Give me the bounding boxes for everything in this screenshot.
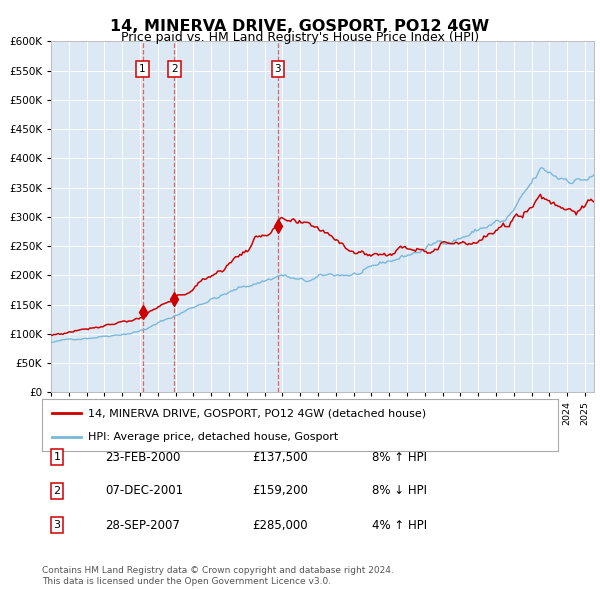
Text: £285,000: £285,000 <box>252 519 308 532</box>
Text: 3: 3 <box>53 520 61 530</box>
Text: 28-SEP-2007: 28-SEP-2007 <box>105 519 180 532</box>
Text: 2: 2 <box>53 486 61 496</box>
Text: Price paid vs. HM Land Registry's House Price Index (HPI): Price paid vs. HM Land Registry's House … <box>121 31 479 44</box>
Text: £137,500: £137,500 <box>252 451 308 464</box>
Text: Contains HM Land Registry data © Crown copyright and database right 2024.
This d: Contains HM Land Registry data © Crown c… <box>42 566 394 586</box>
Text: 14, MINERVA DRIVE, GOSPORT, PO12 4GW (detached house): 14, MINERVA DRIVE, GOSPORT, PO12 4GW (de… <box>88 408 427 418</box>
Text: 8% ↓ HPI: 8% ↓ HPI <box>372 484 427 497</box>
Text: 07-DEC-2001: 07-DEC-2001 <box>105 484 183 497</box>
Text: 2: 2 <box>171 64 178 74</box>
Text: HPI: Average price, detached house, Gosport: HPI: Average price, detached house, Gosp… <box>88 432 338 442</box>
Text: 14, MINERVA DRIVE, GOSPORT, PO12 4GW: 14, MINERVA DRIVE, GOSPORT, PO12 4GW <box>110 19 490 34</box>
Text: 1: 1 <box>139 64 146 74</box>
Text: 4% ↑ HPI: 4% ↑ HPI <box>372 519 427 532</box>
Text: 8% ↑ HPI: 8% ↑ HPI <box>372 451 427 464</box>
Text: £159,200: £159,200 <box>252 484 308 497</box>
Text: 1: 1 <box>53 453 61 462</box>
Text: 23-FEB-2000: 23-FEB-2000 <box>105 451 181 464</box>
Text: 3: 3 <box>275 64 281 74</box>
